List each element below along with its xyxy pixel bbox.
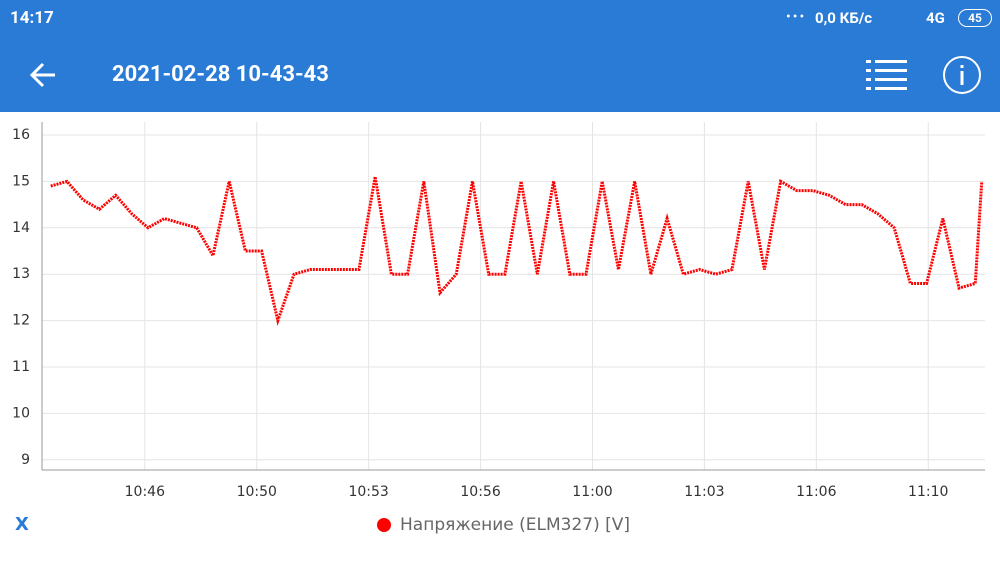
legend-marker: [377, 518, 391, 532]
x-axis-label: X: [15, 514, 29, 535]
legend-label: Напряжение (ELM327) [V]: [400, 515, 630, 535]
dots: •••: [786, 9, 807, 25]
title: 2021-02-28 10-43-43: [112, 62, 329, 87]
y-tick-label: 16: [12, 127, 30, 143]
x-tick-label: 10:56: [460, 484, 500, 500]
list-button[interactable]: [866, 58, 908, 92]
x-tick-label: 11:06: [796, 484, 836, 500]
x-tick-label: 11:00: [572, 484, 612, 500]
y-tick-label: 11: [12, 359, 30, 375]
battery: 45: [958, 9, 992, 27]
y-tick-label: 9: [21, 452, 30, 468]
network-type: 4G: [926, 9, 945, 27]
x-tick-label: 11:10: [908, 484, 948, 500]
status-time: 14:17: [10, 8, 54, 28]
x-tick-label: 10:50: [237, 484, 277, 500]
chart: 9 10 11 12 13 14 15 16 10:46 10:50 10:53 10:56 11:00…: [12, 122, 985, 535]
x-tick-label: 10:46: [125, 484, 165, 500]
y-tick-label: 14: [12, 220, 30, 236]
app-bar: 14:17 ••• 0,0 КБ/с 4G 45 2021-02-28 10-4…: [0, 0, 1000, 112]
back-button[interactable]: [28, 60, 58, 90]
y-tick-label: 15: [12, 173, 30, 189]
y-tick-label: 13: [12, 266, 30, 282]
data-line: [50, 176, 984, 326]
info-button[interactable]: [942, 55, 982, 95]
y-tick-label: 10: [12, 405, 30, 421]
network-speed: 0,0 КБ/с: [815, 9, 873, 27]
x-tick-label: 10:53: [348, 484, 388, 500]
x-tick-label: 11:03: [684, 484, 724, 500]
y-tick-label: 12: [12, 313, 30, 329]
